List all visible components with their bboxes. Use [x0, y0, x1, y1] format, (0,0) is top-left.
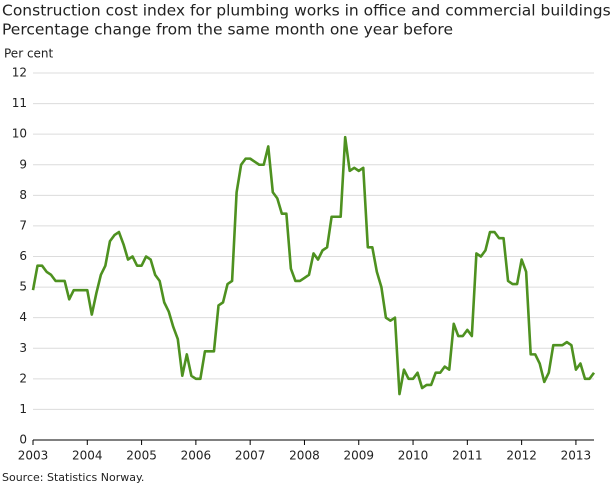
x-tick-label: 2012 [506, 449, 537, 463]
y-tick-label: 3 [19, 341, 27, 355]
y-tick-label: 12 [12, 66, 27, 80]
y-tick-label: 2 [19, 371, 27, 385]
chart-title: Construction cost index for plumbing wor… [2, 2, 610, 20]
y-axis-label: Per cent [4, 47, 54, 61]
x-tick-label: 2004 [72, 449, 103, 463]
x-tick-label: 2011 [452, 449, 483, 463]
x-tick-label: 2010 [398, 449, 429, 463]
x-tick-label: 2005 [126, 449, 157, 463]
y-tick-label: 1 [19, 402, 27, 416]
y-tick-label: 10 [12, 127, 27, 141]
y-tick-label: 9 [19, 157, 27, 171]
x-tick-label: 2006 [181, 449, 212, 463]
x-tick-label: 2007 [235, 449, 266, 463]
chart-subtitle: Percentage change from the same month on… [2, 21, 453, 39]
x-tick-label: 2003 [18, 449, 49, 463]
y-tick-label: 7 [19, 218, 27, 232]
y-tick-label: 5 [19, 280, 27, 294]
source-note: Source: Statistics Norway. [2, 471, 144, 484]
y-tick-label: 6 [19, 249, 27, 263]
y-tick-label: 8 [19, 188, 27, 202]
y-tick-label: 4 [19, 310, 27, 324]
x-tick-label: 2013 [561, 449, 592, 463]
x-tick-label: 2008 [289, 449, 320, 463]
data-line [31, 135, 596, 396]
x-tick-label: 2009 [343, 449, 374, 463]
y-tick-label: 11 [12, 96, 27, 110]
y-tick-label: 0 [19, 433, 27, 447]
